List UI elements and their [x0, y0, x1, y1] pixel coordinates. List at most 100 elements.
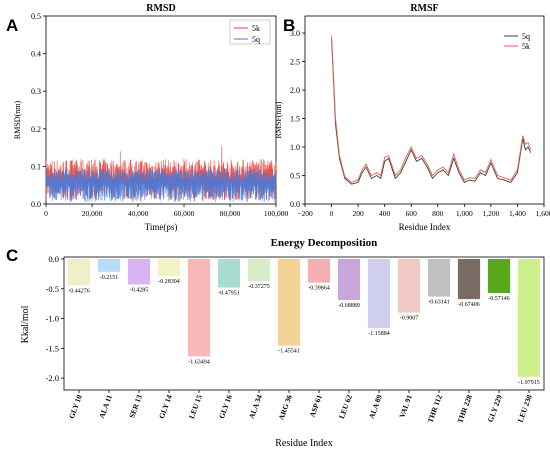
- bar-value-label: -0.57146: [488, 296, 510, 302]
- x-tick-label: ALA 11: [97, 393, 114, 419]
- legend-label-5q: 5q: [252, 35, 260, 44]
- x-tick-label: 60,000: [174, 209, 195, 218]
- chart-title: RMSF: [410, 3, 438, 14]
- bar-asp-61: [307, 259, 331, 283]
- legend-label-5k: 5k: [252, 24, 260, 33]
- x-tick-label: 600: [406, 209, 418, 218]
- x-tick-label: LEU 15: [187, 393, 204, 420]
- y-tick-label: -1.0: [46, 314, 59, 324]
- x-tick-label: GLY 16: [217, 393, 234, 419]
- x-axis-label: Time(ps): [145, 222, 178, 232]
- x-tick-label: 0: [330, 209, 334, 218]
- x-tick-label: 40,000: [128, 209, 149, 218]
- bar-value-label: -1.15884: [368, 331, 390, 337]
- bar-thr-228: [457, 259, 481, 300]
- y-tick-label: 0.4: [31, 50, 41, 59]
- y-axis-label: Kkal/mol: [20, 305, 31, 343]
- x-tick-label: GLY 14: [157, 393, 174, 419]
- bar-value-label: -0.68889: [338, 303, 360, 309]
- x-tick-label: 1,400: [509, 209, 526, 218]
- x-tick-label: 80,000: [220, 209, 241, 218]
- x-tick-label: 1,000: [456, 209, 473, 218]
- x-tick-label: 1,200: [482, 209, 499, 218]
- plot-frame: [63, 256, 545, 391]
- x-tick-label: SER 13: [127, 393, 144, 419]
- bar-gly-16: [217, 259, 241, 288]
- y-tick-label: 0.0: [31, 200, 41, 209]
- series-line-5q: [45, 168, 277, 203]
- bar-value-label: -1.63494: [188, 359, 210, 365]
- bar-gly-10: [67, 259, 91, 286]
- bar-leu-62: [337, 259, 361, 300]
- y-tick-label: 2.5: [290, 58, 300, 67]
- bar-gly-229: [487, 259, 511, 293]
- y-axis-label: RMSD(nm): [13, 101, 22, 140]
- bar-value-label: -0.28304: [158, 279, 180, 285]
- x-tick-label: THR 228: [455, 393, 474, 424]
- plot-frame: [304, 15, 545, 205]
- bar-value-label: -0.2151: [100, 275, 119, 281]
- x-tick-label: ASP 61: [308, 393, 324, 418]
- y-tick-label: 0.5: [31, 12, 41, 21]
- bar-ala-34: [247, 259, 271, 282]
- bar-gly-14: [157, 259, 181, 276]
- y-tick-label: 3.0: [290, 29, 300, 38]
- legend-label-5k: 5k: [522, 42, 530, 51]
- plot-frame: [45, 15, 277, 205]
- legend-box: [229, 19, 271, 45]
- x-tick-label: GLY 10: [67, 393, 84, 419]
- x-tick-label: ARG 36: [277, 393, 294, 421]
- x-tick-label: 400: [379, 209, 391, 218]
- bar-value-label: -0.4285: [130, 288, 149, 294]
- x-tick-label: ALA 34: [247, 393, 264, 420]
- chart-title: RMSD: [146, 3, 175, 14]
- x-tick-label: 200: [352, 209, 364, 218]
- bar-ala-11: [97, 259, 121, 272]
- x-tick-label: ALA 89: [367, 393, 384, 420]
- x-tick-label: 1,600: [536, 209, 550, 218]
- x-tick-label: LEU 230: [516, 393, 534, 423]
- x-axis-label: Residue Index: [275, 438, 333, 449]
- y-tick-label: -0.5: [46, 284, 59, 294]
- bar-value-label: -0.39864: [308, 286, 330, 292]
- bar-value-label: -0.47951: [218, 291, 240, 297]
- bar-ala-89: [367, 259, 391, 328]
- bar-leu-15: [187, 259, 211, 357]
- chart-title: Energy Decomposition: [271, 237, 378, 249]
- panel-label-b: B: [283, 16, 296, 35]
- x-tick-label: 800: [432, 209, 444, 218]
- x-tick-label: 100,000: [264, 209, 289, 218]
- y-tick-label: -2.0: [46, 373, 59, 383]
- bar-value-label: -1.45541: [278, 349, 300, 355]
- panel-label-c: C: [6, 246, 19, 265]
- bar-leu-230: [517, 259, 541, 377]
- x-tick-label: 0: [44, 209, 48, 218]
- x-axis-label: Residue Index: [399, 222, 451, 232]
- bar-value-label: -0.67406: [458, 302, 480, 308]
- x-tick-label: LEU 62: [337, 393, 354, 420]
- y-tick-label: -1.5: [46, 343, 59, 353]
- x-tick-label: −200: [297, 209, 313, 218]
- y-tick-label: 0.1: [31, 162, 41, 171]
- x-tick-label: VAL 91: [397, 393, 414, 419]
- series-line-5q: [331, 38, 532, 185]
- y-tick-label: 0.2: [31, 125, 41, 134]
- y-tick-label: 0.3: [31, 87, 41, 96]
- y-tick-label: 2.0: [290, 86, 300, 95]
- bar-thr-112: [427, 259, 451, 297]
- bar-arg-36: [277, 259, 301, 346]
- bar-value-label: -0.63141: [428, 300, 450, 306]
- bar-val-91: [397, 259, 421, 313]
- y-tick-label: 0.0: [290, 200, 300, 209]
- bar-value-label: -0.9007: [400, 316, 419, 322]
- legend-label-5q: 5q: [522, 32, 530, 41]
- y-tick-label: 1.0: [290, 143, 300, 152]
- x-tick-label: 20,000: [82, 209, 103, 218]
- bar-value-label: -1.97915: [518, 380, 540, 386]
- panel-label-a: A: [6, 16, 19, 35]
- y-axis-label: RMSF(nm): [274, 101, 283, 138]
- bar-value-label: -0.44276: [68, 288, 90, 294]
